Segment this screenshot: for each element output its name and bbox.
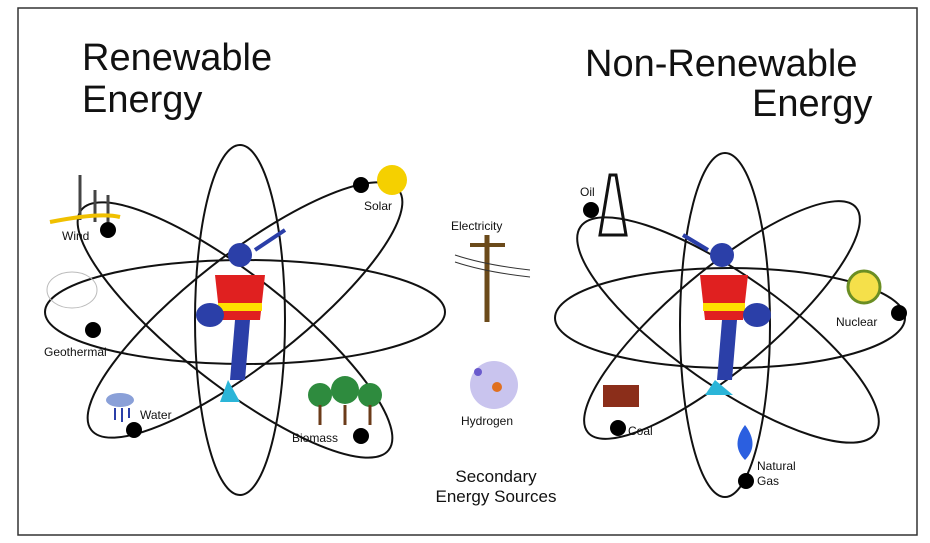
atom	[44, 144, 446, 496]
caption: Secondary	[455, 467, 537, 486]
icon	[46, 165, 407, 425]
node	[85, 177, 369, 444]
label: Hydrogen	[461, 414, 513, 428]
caption: Energy Sources	[436, 487, 557, 506]
label: Gas	[757, 474, 779, 488]
label: Biomass	[292, 431, 338, 445]
label: Nuclear	[836, 315, 877, 329]
label: Oil	[580, 185, 595, 199]
label: Solar	[364, 199, 392, 213]
title: Renewable	[82, 37, 272, 79]
icon	[454, 235, 531, 409]
title: Non-Renewable	[585, 43, 858, 85]
title: Energy	[752, 83, 872, 125]
label: Geothermal	[44, 345, 107, 359]
label: Water	[140, 408, 172, 422]
label: Wind	[62, 229, 89, 243]
label: Electricity	[451, 219, 502, 233]
node	[583, 202, 907, 489]
label: Coal	[628, 424, 653, 438]
title: Energy	[82, 79, 202, 121]
label: Natural	[757, 459, 796, 473]
atom	[554, 152, 906, 498]
icon	[598, 173, 882, 460]
